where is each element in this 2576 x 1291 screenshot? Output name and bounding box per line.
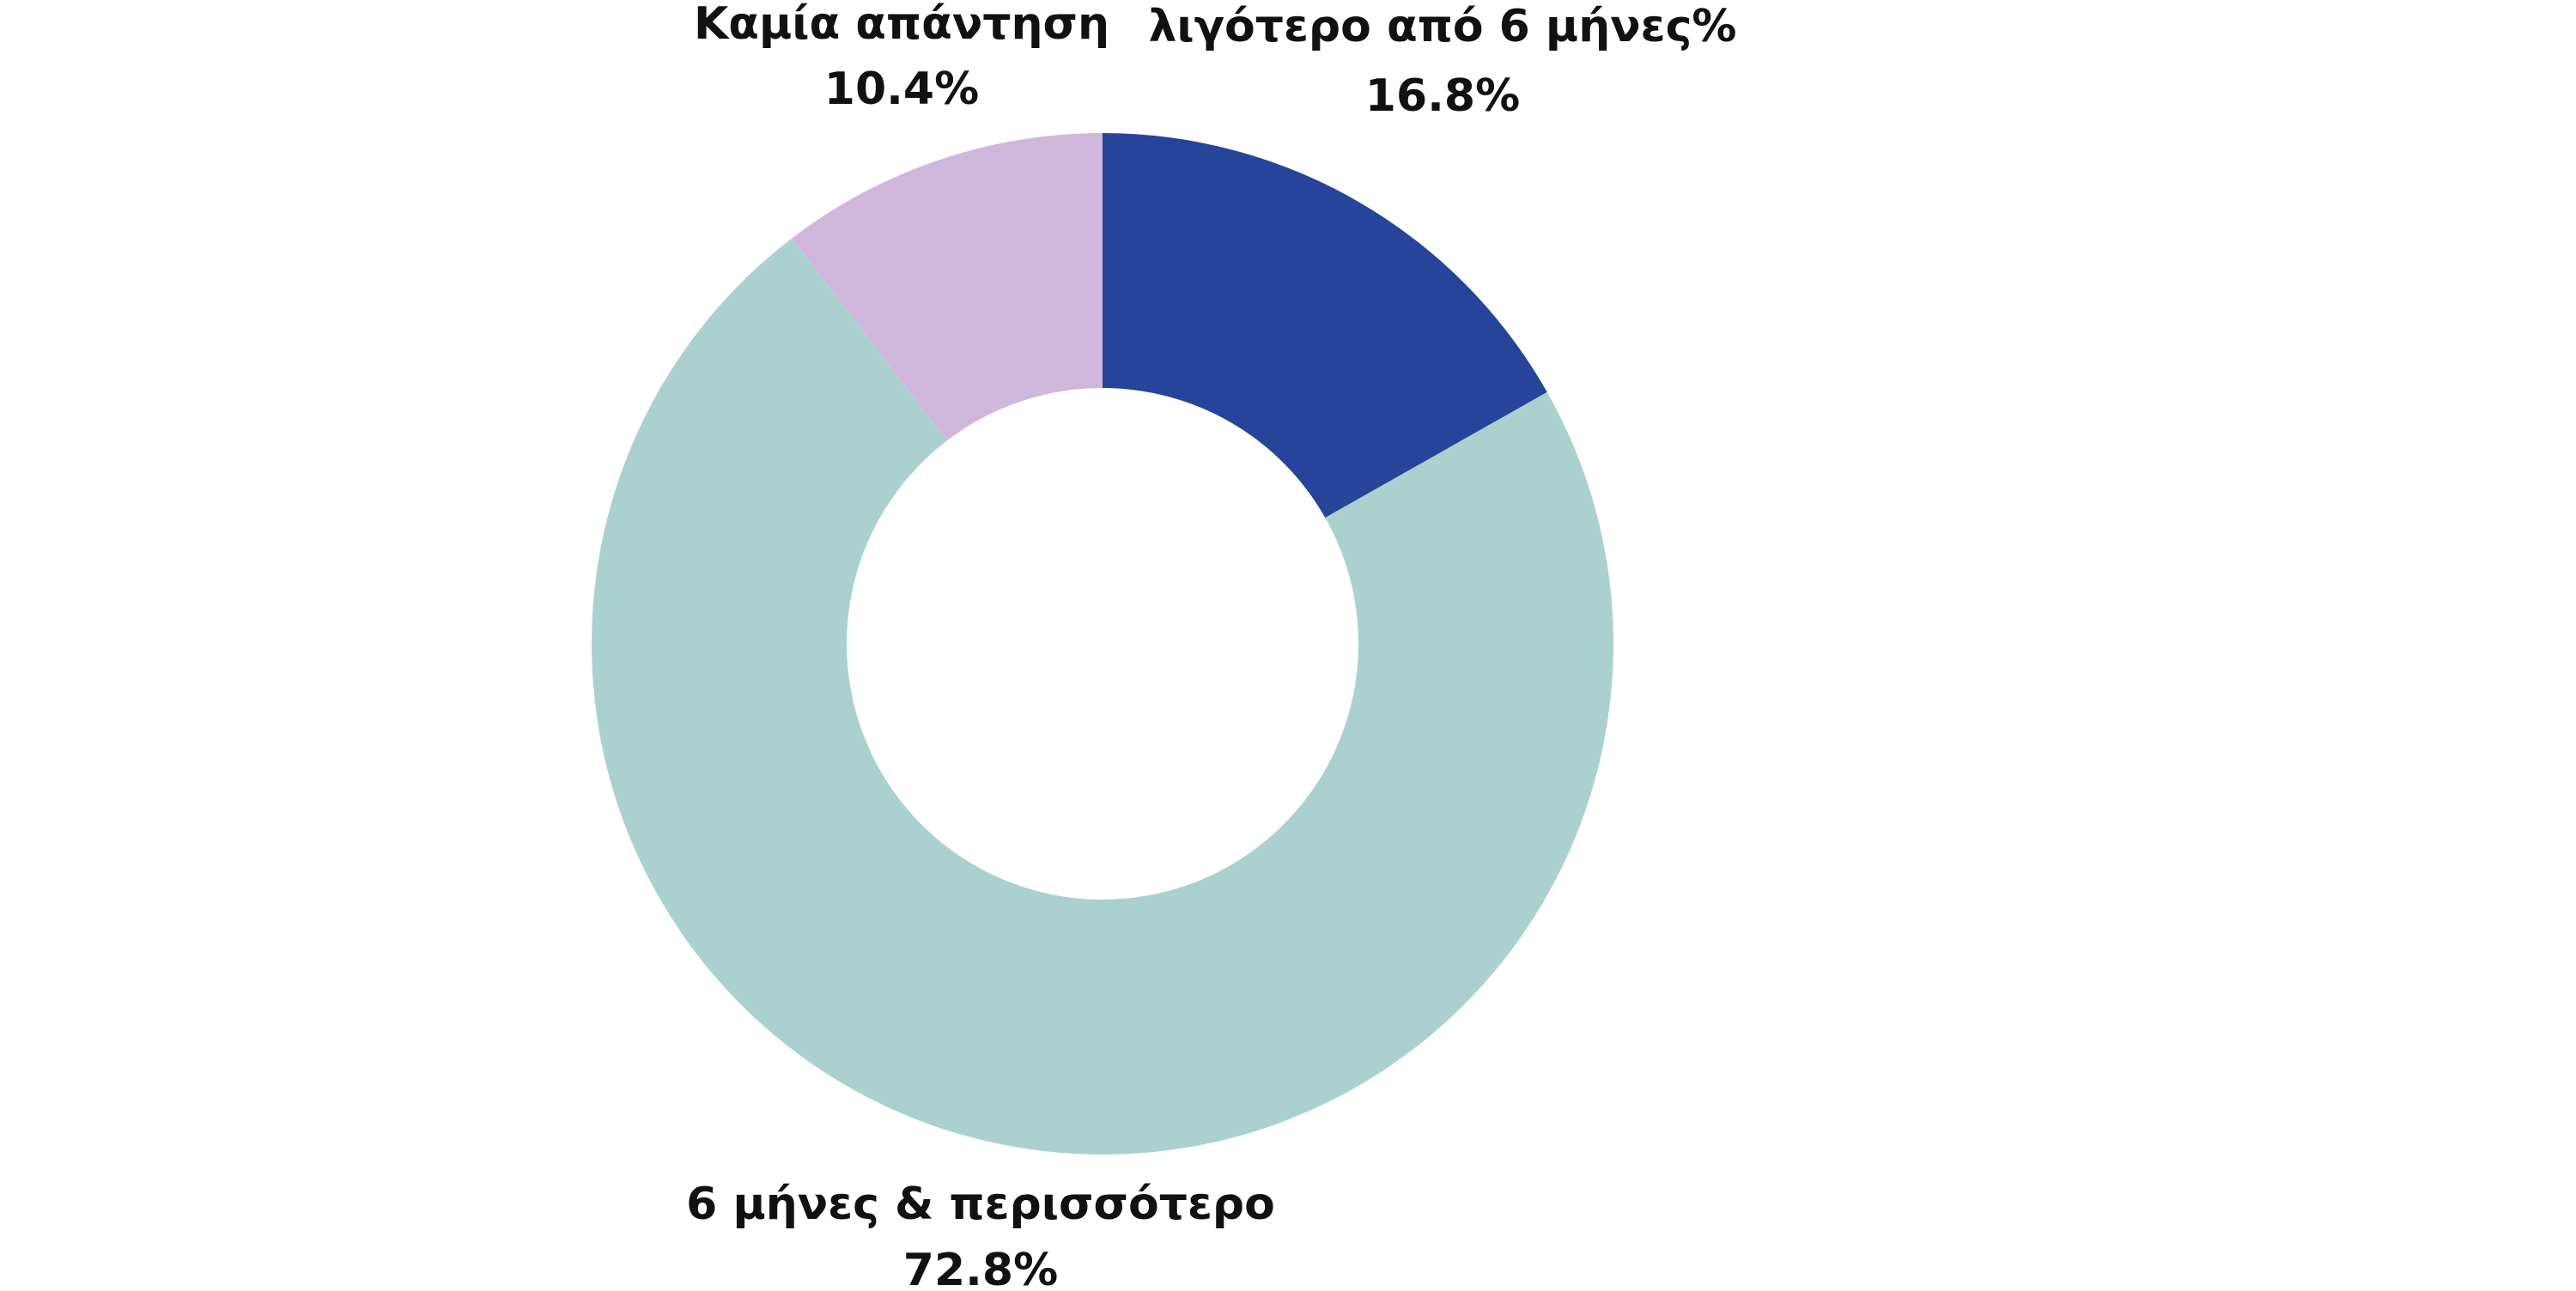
segment-label: λιγότερο από 6 μήνες% [1148,1,1736,52]
donut-segment [1103,133,1547,518]
donut-segment [591,238,1613,1155]
value-label: 10.4% [824,64,979,115]
segment-label: 6 μήνες & περισσότερο [686,1179,1275,1230]
value-label: 72.8% [903,1245,1058,1288]
segment-label: Καμία απάντηση [694,0,1109,50]
value-label: 16.8% [1365,70,1520,122]
donut-segment [792,133,1103,441]
